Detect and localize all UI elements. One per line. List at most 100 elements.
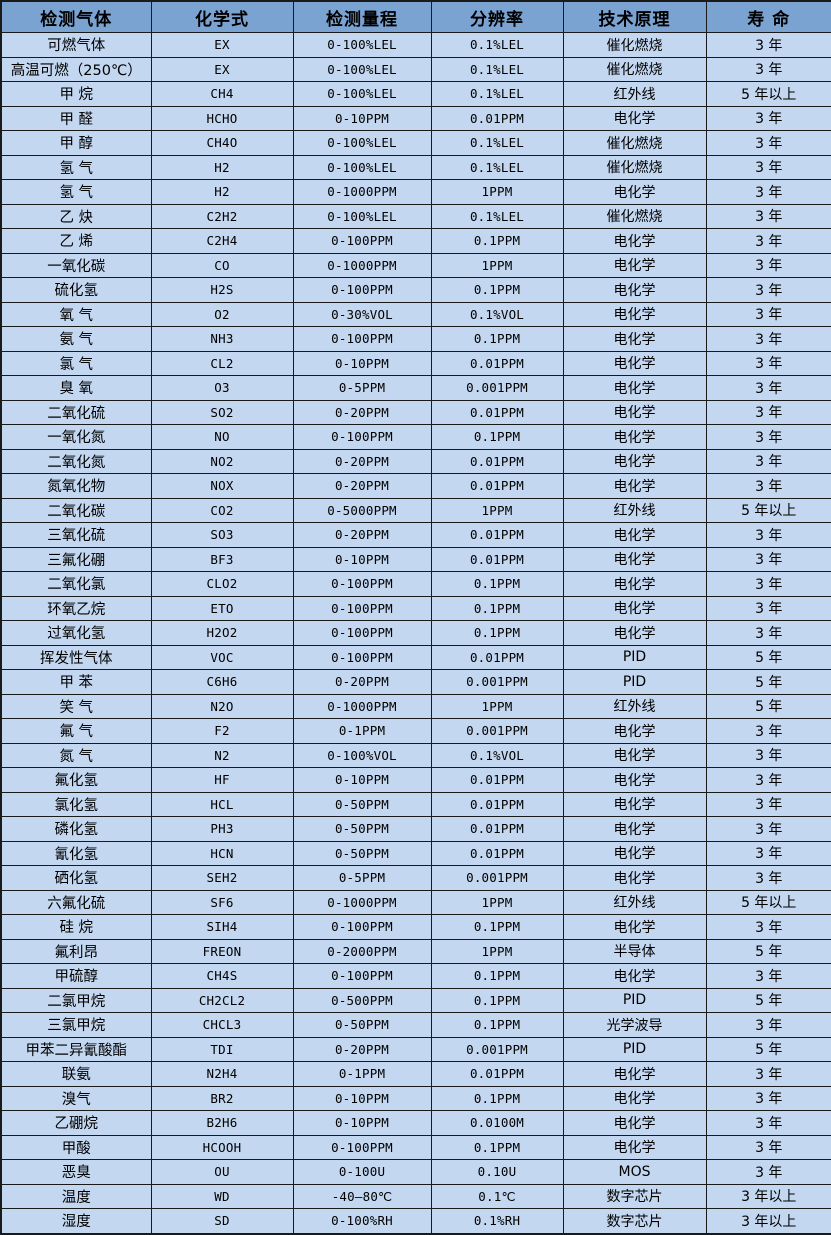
cell-resolution: 1PPM <box>430 179 564 205</box>
cell-range: 0-100%LEL <box>292 203 432 229</box>
table-row: 一氧化碳 CO 0-1000PPM 1PPM 电化学 3 年 <box>0 252 831 278</box>
cell-gas: 臭 氧 <box>0 375 152 401</box>
table-row: 三氟化硼 BF3 0-10PPM 0.01PPM 电化学 3 年 <box>0 546 831 572</box>
table-row: 可燃气体 EX 0-100%LEL 0.1%LEL 催化燃烧 3 年 <box>0 32 831 58</box>
table-row: 环氧乙烷 ETO 0-100PPM 0.1PPM 电化学 3 年 <box>0 595 831 621</box>
cell-life: 3 年 <box>705 1085 831 1111</box>
cell-formula: CO <box>150 252 294 278</box>
cell-resolution: 0.1%RH <box>430 1208 564 1234</box>
cell-range: 0-100PPM <box>292 620 432 646</box>
cell-gas: 乙硼烷 <box>0 1110 152 1136</box>
table-row: 硫化氢 H2S 0-100PPM 0.1PPM 电化学 3 年 <box>0 277 831 303</box>
cell-gas: 甲 烷 <box>0 81 152 107</box>
cell-resolution: 1PPM <box>430 938 564 964</box>
cell-range: 0-100U <box>292 1159 432 1185</box>
cell-range: 0-20PPM <box>292 1036 432 1062</box>
cell-formula: OU <box>150 1159 294 1185</box>
table-row: 甲 醇 CH4O 0-100%LEL 0.1%LEL 催化燃烧 3 年 <box>0 130 831 156</box>
cell-formula: SD <box>150 1208 294 1234</box>
cell-range: 0-1000PPM <box>292 252 432 278</box>
cell-gas: 甲酸 <box>0 1134 152 1160</box>
cell-life: 3 年 <box>705 473 831 499</box>
cell-range: 0-10PPM <box>292 1085 432 1111</box>
cell-life: 3 年 <box>705 56 831 82</box>
cell-formula: O2 <box>150 301 294 327</box>
cell-range: 0-10PPM <box>292 767 432 793</box>
cell-range: 0-20PPM <box>292 522 432 548</box>
cell-formula: ETO <box>150 595 294 621</box>
cell-gas: 氧 气 <box>0 301 152 327</box>
cell-formula: C6H6 <box>150 669 294 695</box>
cell-formula: H2S <box>150 277 294 303</box>
cell-tech: 电化学 <box>562 571 707 597</box>
cell-gas: 过氧化氢 <box>0 620 152 646</box>
cell-tech: 电化学 <box>562 791 707 817</box>
cell-resolution: 0.01PPM <box>430 1061 564 1087</box>
cell-tech: 红外线 <box>562 889 707 915</box>
cell-formula: CH4 <box>150 81 294 107</box>
table-row: 氢 气 H2 0-1000PPM 1PPM 电化学 3 年 <box>0 179 831 205</box>
table-row: 甲 醛 HCHO 0-10PPM 0.01PPM 电化学 3 年 <box>0 105 831 131</box>
cell-formula: H2 <box>150 154 294 180</box>
cell-resolution: 0.1PPM <box>430 571 564 597</box>
table-row: 过氧化氢 H2O2 0-100PPM 0.1PPM 电化学 3 年 <box>0 620 831 646</box>
cell-formula: HCL <box>150 791 294 817</box>
cell-resolution: 0.1PPM <box>430 963 564 989</box>
cell-tech: 光学波导 <box>562 1012 707 1038</box>
cell-tech: 电化学 <box>562 1085 707 1111</box>
cell-range: 0-1PPM <box>292 718 432 744</box>
cell-gas: 三氧化硫 <box>0 522 152 548</box>
cell-range: 0-100PPM <box>292 277 432 303</box>
cell-tech: 红外线 <box>562 497 707 523</box>
cell-life: 3 年 <box>705 154 831 180</box>
cell-formula: O3 <box>150 375 294 401</box>
cell-life: 3 年 <box>705 865 831 891</box>
table-row: 氯化氢 HCL 0-50PPM 0.01PPM 电化学 3 年 <box>0 791 831 817</box>
cell-range: 0-100PPM <box>292 571 432 597</box>
cell-tech: 电化学 <box>562 350 707 376</box>
cell-life: 3 年 <box>705 914 831 940</box>
cell-range: 0-50PPM <box>292 816 432 842</box>
cell-gas: 六氟化硫 <box>0 889 152 915</box>
cell-formula: SIH4 <box>150 914 294 940</box>
cell-life: 3 年以上 <box>705 1183 831 1209</box>
table-row: 三氯甲烷 CHCL3 0-50PPM 0.1PPM 光学波导 3 年 <box>0 1012 831 1038</box>
cell-life: 3 年 <box>705 399 831 425</box>
cell-tech: 电化学 <box>562 718 707 744</box>
cell-tech: 电化学 <box>562 375 707 401</box>
cell-resolution: 0.1PPM <box>430 277 564 303</box>
table-header: 检测气体 化学式 检测量程 分辨率 技术原理寿 命 <box>0 0 831 33</box>
cell-tech: 电化学 <box>562 179 707 205</box>
table-row: 臭 氧 O3 0-5PPM 0.001PPM 电化学 3 年 <box>0 375 831 401</box>
cell-resolution: 0.01PPM <box>430 767 564 793</box>
cell-gas: 甲 醇 <box>0 130 152 156</box>
cell-resolution: 0.01PPM <box>430 105 564 131</box>
cell-life: 3 年 <box>705 816 831 842</box>
cell-formula: EX <box>150 32 294 58</box>
cell-tech: PID <box>562 987 707 1013</box>
cell-tech: 电化学 <box>562 1110 707 1136</box>
cell-tech: 催化燃烧 <box>562 203 707 229</box>
cell-tech: MOS <box>562 1159 707 1185</box>
cell-tech: 电化学 <box>562 767 707 793</box>
cell-gas: 三氯甲烷 <box>0 1012 152 1038</box>
cell-gas: 湿度 <box>0 1208 152 1234</box>
cell-range: 0-50PPM <box>292 840 432 866</box>
cell-formula: NH3 <box>150 326 294 352</box>
cell-formula: SEH2 <box>150 865 294 891</box>
cell-formula: B2H6 <box>150 1110 294 1136</box>
cell-formula: CH2CL2 <box>150 987 294 1013</box>
cell-formula: FREON <box>150 938 294 964</box>
cell-life: 3 年 <box>705 448 831 474</box>
cell-resolution: 0.001PPM <box>430 718 564 744</box>
cell-resolution: 0.1PPM <box>430 424 564 450</box>
cell-tech: 电化学 <box>562 914 707 940</box>
table-row: 笑 气 N2O 0-1000PPM 1PPM 红外线 5 年 <box>0 693 831 719</box>
cell-life: 5 年 <box>705 938 831 964</box>
cell-gas: 氟利昂 <box>0 938 152 964</box>
cell-resolution: 0.1PPM <box>430 1085 564 1111</box>
cell-range: 0-100PPM <box>292 228 432 254</box>
table-row: 氟化氢 HF 0-10PPM 0.01PPM 电化学 3 年 <box>0 767 831 793</box>
cell-formula: BF3 <box>150 546 294 572</box>
cell-tech: 电化学 <box>562 277 707 303</box>
